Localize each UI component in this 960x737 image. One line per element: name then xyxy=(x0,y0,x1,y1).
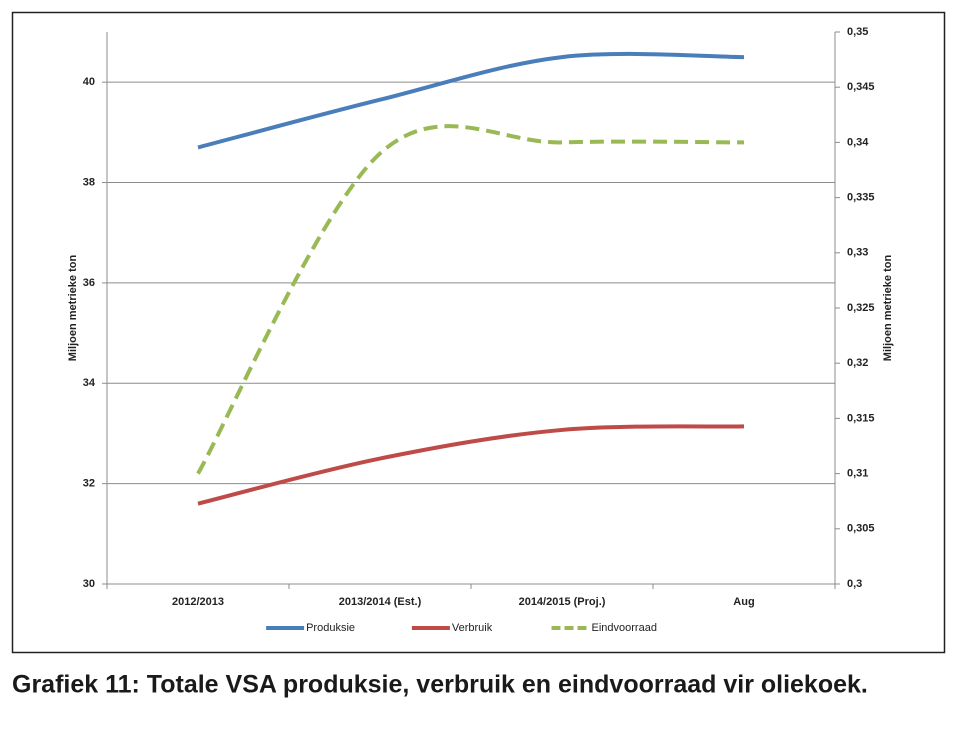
y-axis-label: Miljoen metrieke ton xyxy=(67,255,79,362)
y2-tick-label: 0,34 xyxy=(847,136,869,148)
x-tick-label: 2014/2015 (Proj.) xyxy=(519,596,606,608)
y2-axis-label: Miljoen metrieke ton xyxy=(882,255,894,362)
legend-label: Produksie xyxy=(306,622,355,634)
caption: Grafiek 11: Totale VSA produksie, verbru… xyxy=(12,671,868,699)
y2-tick-label: 0,35 xyxy=(847,26,868,38)
x-tick-label: 2013/2014 (Est.) xyxy=(339,596,422,608)
y2-tick-label: 0,33 xyxy=(847,247,868,259)
legend-label: Verbruik xyxy=(452,622,493,634)
series-line xyxy=(197,51,745,150)
series-line xyxy=(197,424,745,506)
y2-tick-label: 0,325 xyxy=(847,302,875,314)
y-tick-label: 32 xyxy=(83,478,95,490)
y2-tick-label: 0,305 xyxy=(847,523,875,535)
y2-tick-label: 0,32 xyxy=(847,357,868,369)
y-tick-label: 36 xyxy=(83,277,95,289)
y2-tick-label: 0,315 xyxy=(847,412,875,424)
y2-tick-label: 0,335 xyxy=(847,192,875,204)
x-tick-label: Aug xyxy=(733,596,754,608)
y-tick-label: 38 xyxy=(83,176,95,188)
y-tick-label: 30 xyxy=(83,578,95,590)
y2-tick-label: 0,345 xyxy=(847,81,875,93)
y2-tick-label: 0,3 xyxy=(847,578,862,590)
x-tick-label: 2012/2013 xyxy=(172,596,224,608)
chart-frame xyxy=(11,11,946,654)
y-tick-label: 34 xyxy=(83,377,96,389)
series-line xyxy=(196,124,745,475)
y2-tick-label: 0,31 xyxy=(847,468,868,480)
legend-label: Eindvoorraad xyxy=(592,622,657,634)
y-tick-label: 40 xyxy=(83,76,95,88)
